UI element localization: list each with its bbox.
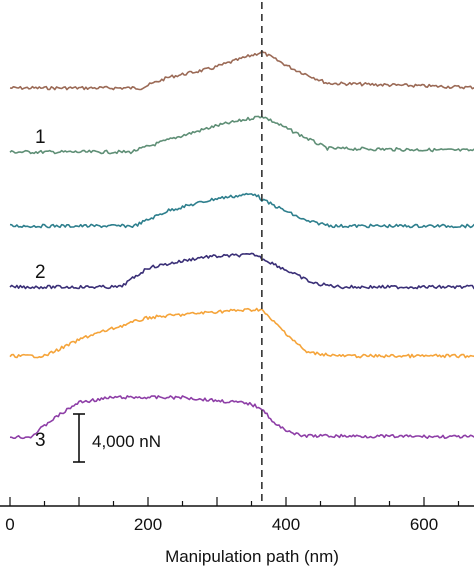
x-tick-label-0: 0: [5, 515, 14, 534]
curve-2: [9, 115, 474, 155]
x-tick-label-600: 600: [410, 515, 438, 534]
curve-6: [9, 395, 474, 440]
scale-bar-label: 4,000 nN: [92, 432, 161, 451]
scale-bar: [73, 413, 85, 463]
curve-4: [9, 252, 474, 290]
x-tick-label-200: 200: [134, 515, 162, 534]
curve-label-2: 2: [35, 262, 46, 283]
x-tick-label-400: 400: [272, 515, 300, 534]
plot-area: 1 2 3: [9, 2, 474, 506]
curve-3: [9, 192, 474, 229]
curve-label-1: 1: [35, 127, 46, 148]
curve-label-3: 3: [35, 430, 46, 451]
curve-1: [9, 50, 474, 91]
x-axis: 0 200 400 600: [0, 497, 474, 534]
curve-5: [9, 307, 474, 359]
x-axis-title: Manipulation path (nm): [165, 547, 339, 566]
